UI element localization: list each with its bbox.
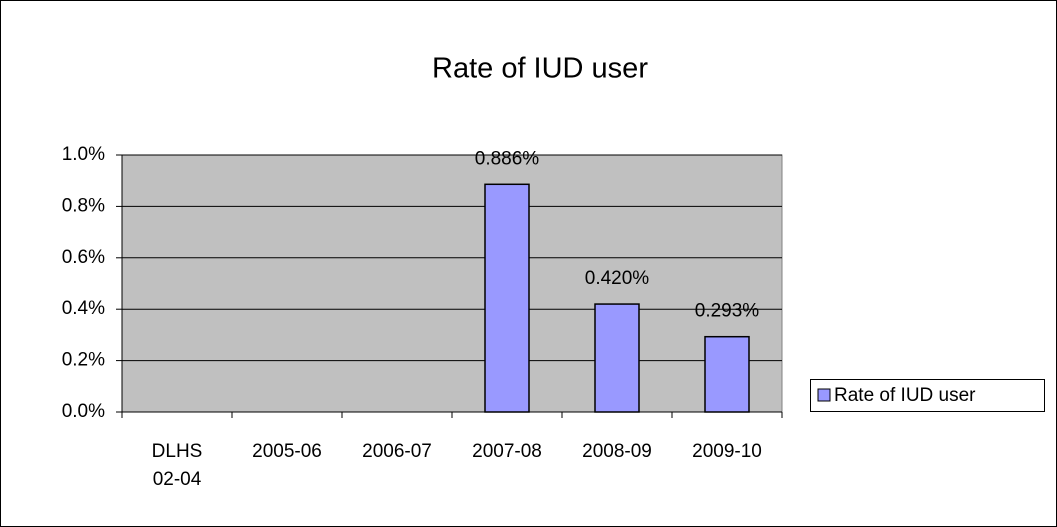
y-tick-label: 0.8%	[62, 195, 105, 216]
y-tick-label: 1.0%	[62, 144, 105, 165]
bar	[484, 183, 530, 413]
y-tick-label: 0.0%	[62, 401, 105, 422]
bar	[594, 303, 640, 413]
x-tick-label: DLHS 02-04	[152, 441, 203, 490]
x-tick-label: 2006-07	[362, 441, 432, 462]
legend-box	[810, 379, 1045, 412]
y-tick-label: 0.6%	[62, 247, 105, 268]
data-label: 0.886%	[475, 148, 540, 169]
bar	[704, 335, 750, 413]
data-label: 0.293%	[695, 301, 760, 322]
x-tick-label: 2008-09	[582, 441, 652, 462]
x-tick-label: 2007-08	[472, 441, 542, 462]
y-tick-label: 0.4%	[62, 298, 105, 319]
legend-label: Rate of IUD user	[834, 385, 976, 406]
plot-area	[121, 154, 783, 413]
x-tick-label: 2009-10	[692, 441, 762, 462]
data-label: 0.420%	[585, 268, 650, 289]
y-tick-label: 0.2%	[62, 350, 105, 371]
legend-swatch	[817, 388, 831, 402]
x-tick-label: 2005-06	[252, 441, 322, 462]
chart-title: Rate of IUD user	[432, 53, 648, 85]
